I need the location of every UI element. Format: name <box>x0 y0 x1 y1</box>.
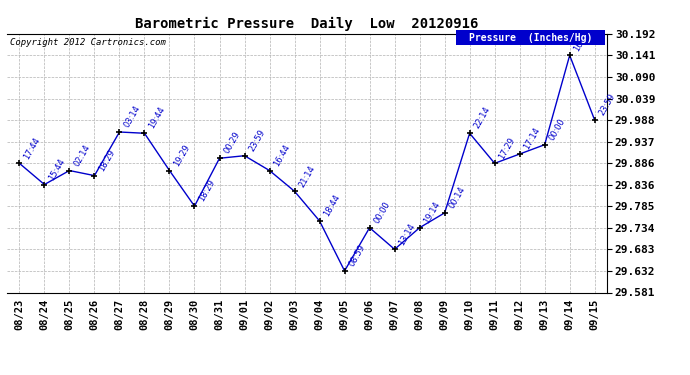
Text: 17:14: 17:14 <box>522 126 542 151</box>
Text: 17:44: 17:44 <box>22 135 42 160</box>
Text: 08:59: 08:59 <box>347 243 367 268</box>
Text: 19:29: 19:29 <box>172 143 192 168</box>
Text: 03:14: 03:14 <box>122 104 142 129</box>
Text: 18:29: 18:29 <box>197 178 217 203</box>
Text: 19:44: 19:44 <box>147 105 167 130</box>
Text: 23:59: 23:59 <box>247 128 267 153</box>
Text: 17:29: 17:29 <box>497 135 517 160</box>
Text: 22:14: 22:14 <box>473 105 492 130</box>
Text: 00:14: 00:14 <box>447 185 467 210</box>
Text: 23:59: 23:59 <box>598 92 617 117</box>
Text: Copyright 2012 Cartronics.com: Copyright 2012 Cartronics.com <box>10 38 166 46</box>
Text: 00:00: 00:00 <box>547 117 567 142</box>
Text: 16:44: 16:44 <box>273 142 292 168</box>
Text: 18:29: 18:29 <box>97 148 117 173</box>
Title: Barometric Pressure  Daily  Low  20120916: Barometric Pressure Daily Low 20120916 <box>135 17 479 31</box>
Text: 00:00: 00:00 <box>373 200 392 225</box>
Text: 21:14: 21:14 <box>297 164 317 189</box>
Text: 15:44: 15:44 <box>47 157 67 182</box>
Text: 00:29: 00:29 <box>222 130 242 156</box>
Text: 16:: 16: <box>573 36 587 52</box>
Bar <box>456 30 605 45</box>
Text: 18:44: 18:44 <box>322 193 342 218</box>
Text: Pressure  (Inches/Hg): Pressure (Inches/Hg) <box>469 33 592 43</box>
Text: 13:14: 13:14 <box>397 221 417 246</box>
Text: 02:14: 02:14 <box>72 143 92 168</box>
Text: 19:14: 19:14 <box>422 200 442 225</box>
